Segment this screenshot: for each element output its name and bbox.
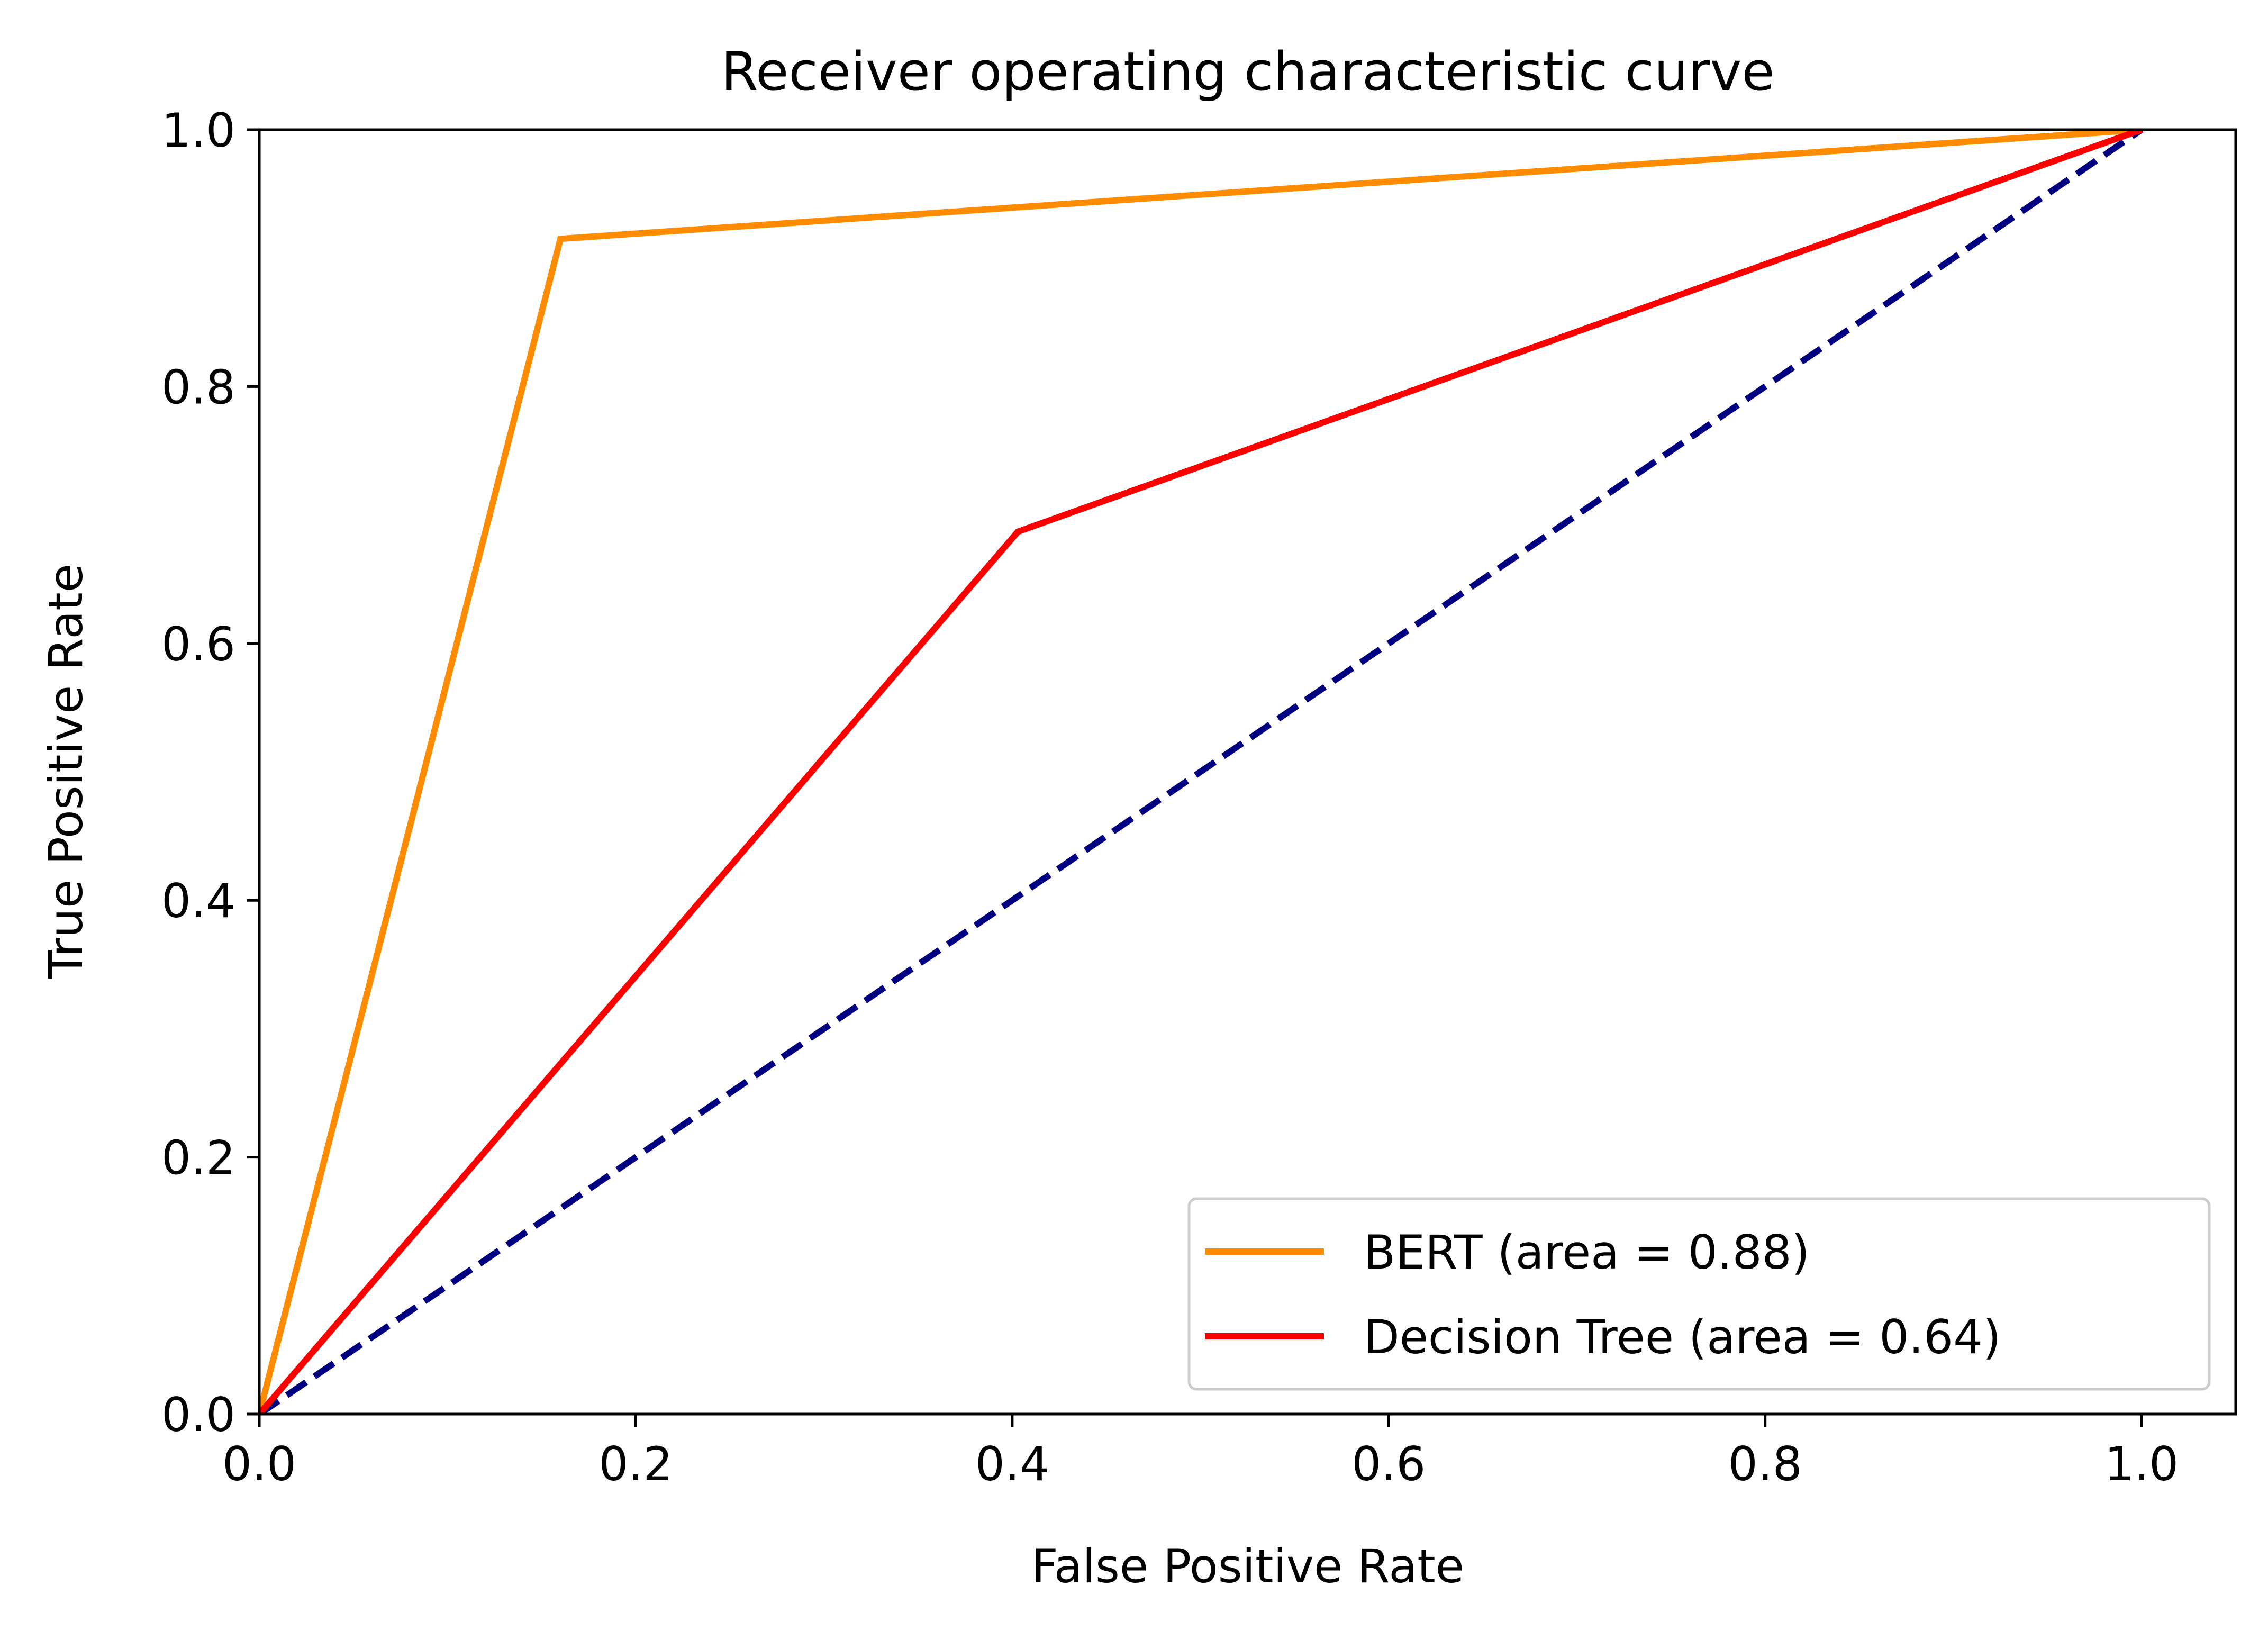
x-tick-label: 0.6 <box>1351 1437 1426 1491</box>
y-tick-label: 0.4 <box>161 874 235 928</box>
legend-entry-label: BERT (area = 0.88) <box>1364 1225 1810 1280</box>
x-axis-label: False Positive Rate <box>1031 1539 1464 1593</box>
x-tick-label: 1.0 <box>2104 1437 2179 1491</box>
x-tick-label: 0.0 <box>222 1437 296 1491</box>
legend-box <box>1187 1197 2211 1391</box>
y-tick-label: 1.0 <box>161 103 235 158</box>
legend: BERT (area = 0.88) Decision Tree (area = … <box>1187 1197 2211 1391</box>
axes-frame <box>258 128 2237 1416</box>
legend-entry-label: Decision Tree (area = 0.64) <box>1364 1310 2001 1364</box>
y-axis-label: True Positive Rate <box>39 564 93 979</box>
plot-area <box>259 130 2144 1414</box>
y-tick-label: 0.8 <box>161 360 235 414</box>
y-tick-label: 0.0 <box>161 1388 235 1442</box>
chart-title: Receiver operating characteristic curve <box>721 40 1774 103</box>
y-tick-label: 0.6 <box>161 617 235 672</box>
x-tick-label: 0.2 <box>598 1437 673 1491</box>
series-line-bert <box>259 130 2142 1414</box>
x-tick-label: 0.8 <box>1728 1437 1802 1491</box>
chance-diagonal-line <box>259 130 2144 1414</box>
x-tick-label: 0.4 <box>975 1437 1049 1491</box>
y-tick-label: 0.2 <box>161 1131 235 1185</box>
axes: 0.0 0.2 0.4 0.6 0.8 1.0 0.0 0.2 0.4 0.6 0.8 1.0 <box>161 103 2237 1491</box>
series-line-decision-tree <box>259 130 2143 1414</box>
